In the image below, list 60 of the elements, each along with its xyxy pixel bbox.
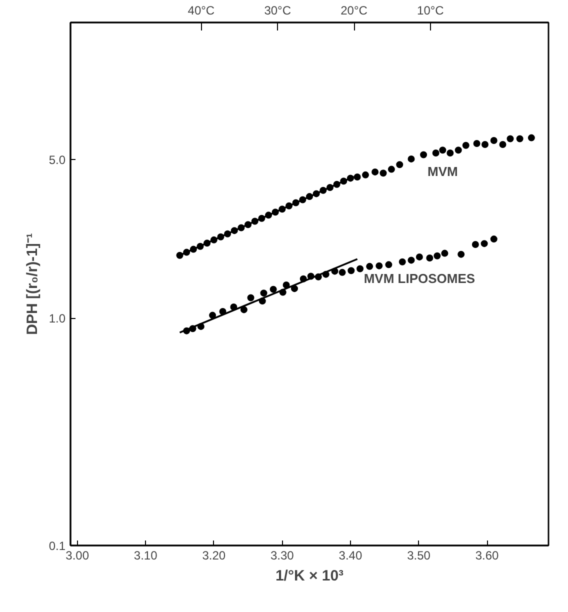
x-axis-title: 1/°K × 10³: [275, 568, 344, 584]
point: [441, 250, 448, 257]
point: [458, 250, 465, 258]
point: [240, 306, 248, 314]
point: [270, 286, 277, 293]
point: [290, 285, 298, 292]
point: [209, 312, 216, 319]
x-tick-label: 3.50: [407, 548, 431, 562]
point: [260, 290, 268, 297]
x2-tick-label: 30°C: [264, 4, 292, 18]
x-tick-label: 3.40: [338, 548, 362, 562]
x-tick-label: 3.00: [66, 548, 90, 562]
point: [506, 135, 514, 142]
point: [473, 140, 480, 147]
x2-tick-label: 20°C: [340, 4, 368, 18]
series-label: MVM: [427, 164, 458, 180]
point: [420, 151, 428, 158]
point: [398, 258, 406, 266]
point: [480, 240, 488, 248]
point: [528, 134, 535, 142]
point: [472, 241, 479, 248]
point: [432, 150, 440, 157]
x-tick-label: 3.60: [475, 548, 500, 562]
point: [516, 135, 524, 142]
point: [372, 168, 379, 176]
point: [366, 262, 374, 270]
point: [388, 166, 395, 173]
point: [416, 253, 423, 260]
x2-tick-label: 10°C: [417, 4, 444, 18]
y-tick-label: 1.0: [48, 312, 66, 326]
point: [376, 262, 383, 270]
x2-tick-label: 40°C: [188, 4, 215, 18]
y-tick-label: 0.1: [48, 539, 66, 553]
point: [426, 254, 434, 262]
point: [434, 252, 441, 260]
point: [408, 155, 415, 162]
point: [354, 174, 361, 181]
point: [499, 141, 506, 148]
point: [490, 236, 498, 243]
point: [481, 141, 488, 148]
point: [396, 161, 404, 168]
point: [362, 171, 369, 178]
y-axis-title: DPH [(r₀/r)-1]⁻¹: [24, 233, 41, 335]
point: [338, 268, 346, 276]
x-tick-label: 3.20: [202, 548, 226, 562]
point: [385, 261, 392, 268]
point: [247, 294, 254, 302]
y-tick-label: 5.0: [48, 152, 66, 167]
point: [490, 137, 498, 144]
point: [454, 146, 462, 154]
point: [380, 170, 387, 177]
point: [356, 265, 364, 272]
point: [446, 150, 454, 157]
point: [462, 142, 470, 149]
point: [439, 146, 446, 154]
point: [408, 256, 415, 264]
x-tick-label: 3.30: [270, 548, 294, 562]
point: [348, 267, 355, 274]
series-label: MVM LIPOSOMES: [364, 270, 476, 286]
x-tick-label: 3.10: [134, 548, 158, 562]
